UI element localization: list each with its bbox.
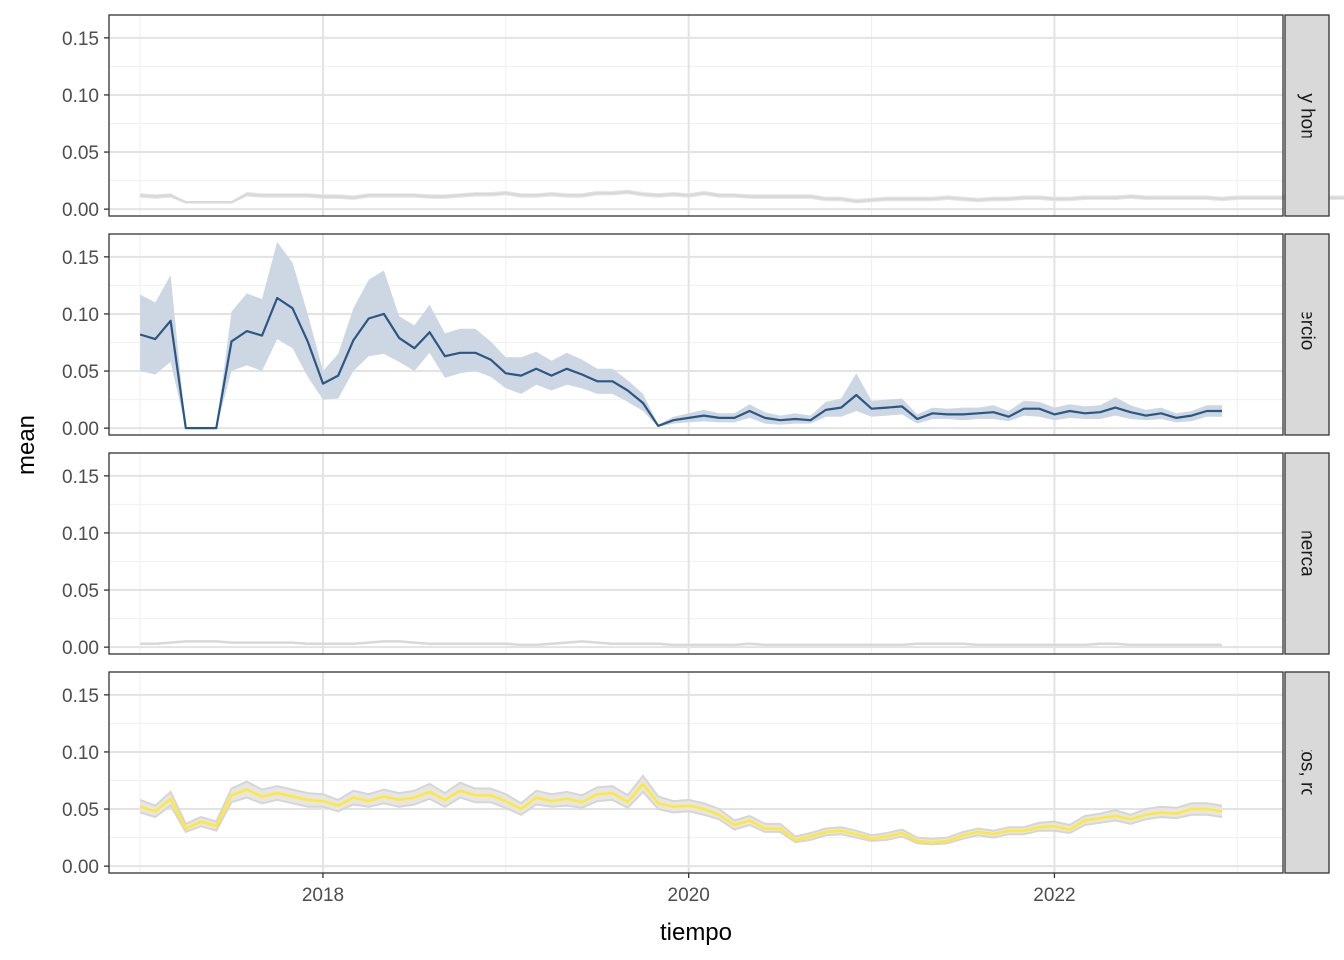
y-tick-label: 0.15 [62,467,99,488]
facet-strip [1284,14,1330,217]
y-tick-label: 0.10 [62,743,99,764]
y-tick-label: 0.10 [62,524,99,545]
y-tick-label: 0.05 [62,143,99,164]
y-tick-label: 0.15 [62,248,99,269]
y-tick-label: 0.15 [62,29,99,50]
y-tick-label: 0.05 [62,362,99,383]
panel-border [108,671,1284,874]
panel-border [108,14,1284,217]
x-tick-label: 2020 [668,885,710,906]
series-line [140,640,1222,647]
series-line [139,296,1222,430]
ribbon-upper-edge [139,774,1223,840]
y-tick-label: 0.10 [62,305,99,326]
panel-background [109,672,1283,873]
y-tick-label: 0.15 [62,686,99,707]
facet-strip [1284,671,1330,874]
y-tick-label: 0.05 [62,581,99,602]
panel-background [109,453,1283,654]
facet-strip-label: Hurtos, robos [1297,715,1318,829]
panel-border [108,233,1284,436]
y-tick-label: 0.00 [62,200,99,221]
panel-2: 0.00 0.05 0.10 0.15 Comercio ilegal [62,233,1330,440]
x-tick-label: 2018 [302,885,344,906]
x-axis-title: tiempo [660,919,732,946]
series-line [139,782,1223,844]
y-tick-label: 0.00 [62,638,99,659]
ribbon-lower-edge [139,790,1223,846]
confidence-ribbon [140,775,1223,845]
facet-strip-label: Economías y mercados criminales [1297,409,1318,698]
facet-strip-label: Armas y homicidios [1297,33,1318,198]
y-tick-label: 0.00 [62,419,99,440]
facet-strip-label: Comercio ilegal [1297,269,1318,400]
y-tick-label: 0.10 [62,86,99,107]
panel-3: 0.00 0.05 0.10 0.15 Economías y mercados cri… [62,409,1330,698]
facet-strip [1284,233,1330,436]
y-axis-title: mean [13,415,40,475]
facet-strip [1284,452,1330,655]
y-tick-label: 0.05 [62,800,99,821]
panel-4: 0.00 0.05 0.10 0.15 Hurtos, robos [62,671,1330,878]
panel-border [108,452,1284,655]
panel-background [109,15,1283,216]
x-tick-label: 2022 [1033,885,1075,906]
y-tick-label: 0.00 [62,857,99,878]
panel-1: 0.00 0.05 0.10 0.15 Armas y homicidios [62,14,1344,221]
